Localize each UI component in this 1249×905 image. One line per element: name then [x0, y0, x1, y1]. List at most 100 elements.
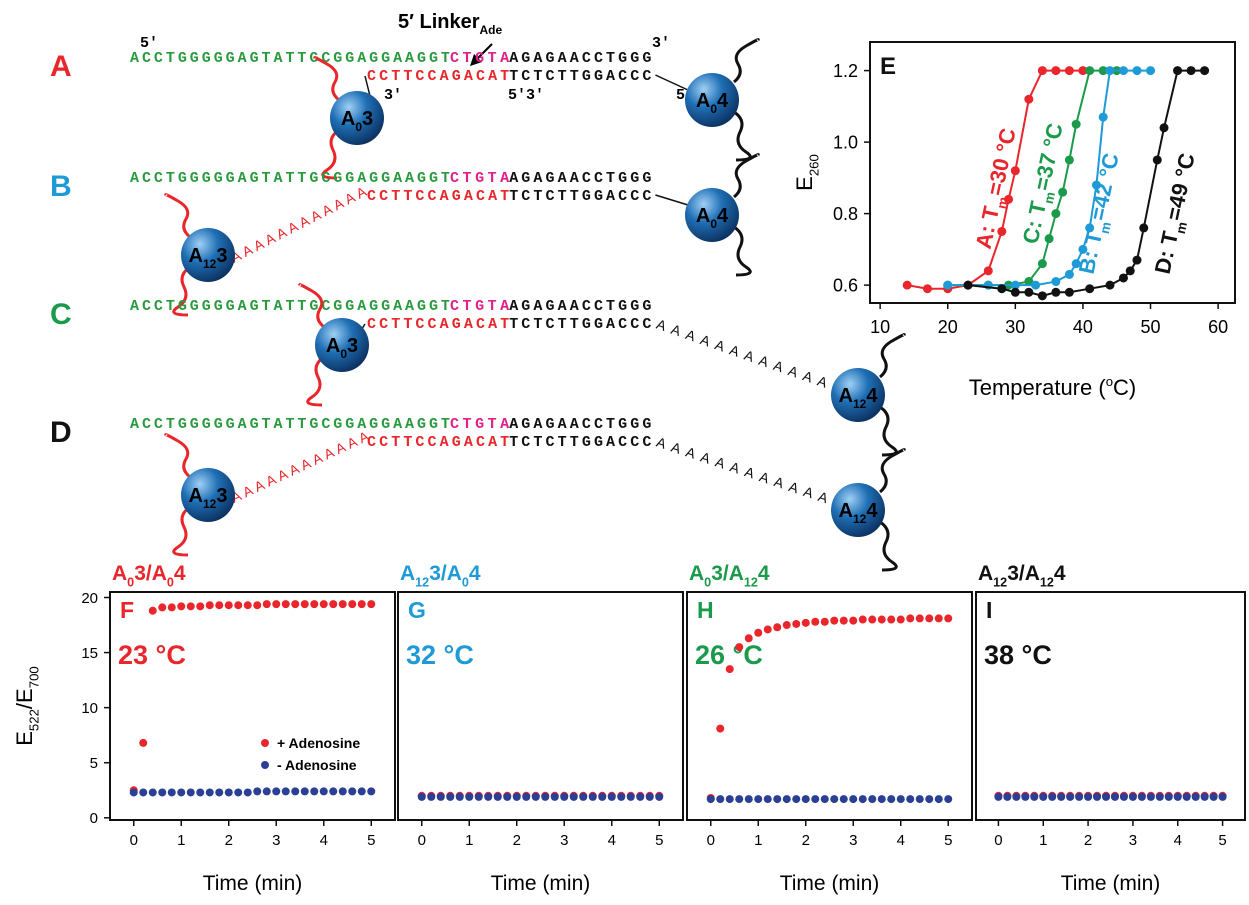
- data-point: [1209, 792, 1218, 801]
- data-point: [1098, 112, 1108, 122]
- text-part: 3: [347, 335, 358, 357]
- particle-label: A04: [696, 205, 729, 231]
- data-point: [983, 266, 993, 276]
- gold-nanoparticle: [315, 318, 369, 372]
- data-point: [1064, 155, 1074, 165]
- data-point: [272, 600, 281, 609]
- top-strand: AGAGAACCTGGG: [509, 50, 651, 67]
- data-point: [716, 724, 725, 733]
- data-point: [997, 284, 1007, 294]
- data-point: [253, 787, 262, 796]
- data-point: [716, 795, 725, 804]
- chart-title: A03/A04: [112, 562, 186, 589]
- x-tick-label: 0: [130, 832, 138, 849]
- panel-label: B: [50, 170, 72, 203]
- x-axis-label: Time (min): [203, 872, 303, 895]
- data-point: [906, 795, 915, 804]
- data-point: [215, 601, 224, 610]
- data-point: [1003, 792, 1012, 801]
- x-axis-label: Time (min): [491, 872, 591, 895]
- tether: [879, 405, 898, 457]
- data-point: [300, 600, 309, 609]
- script-text: 0: [704, 575, 711, 589]
- data-point: [1118, 273, 1128, 283]
- x-tick-label: 4: [1174, 832, 1182, 849]
- text-part: =49 °C: [1161, 151, 1200, 223]
- data-point: [1039, 792, 1048, 801]
- text-part: A: [839, 385, 853, 407]
- script-text: 0: [167, 575, 174, 589]
- text-part: Temperature (: [969, 375, 1107, 400]
- text-part: E: [792, 176, 817, 191]
- data-point: [1037, 259, 1047, 269]
- data-point: [310, 787, 319, 796]
- data-point: [1064, 287, 1074, 297]
- panel-label: A: [50, 50, 72, 83]
- text-part: =37 °C: [1029, 121, 1068, 193]
- chart-title: A123/A124: [978, 562, 1066, 589]
- data-point: [994, 792, 1003, 801]
- tether: [172, 265, 191, 317]
- text-part: 4: [866, 500, 878, 522]
- data-point: [782, 621, 791, 630]
- script-text: m: [1173, 221, 1190, 236]
- x-tick-label: 1: [1039, 832, 1047, 849]
- data-point: [1058, 187, 1068, 197]
- data-point: [1200, 66, 1210, 76]
- linker-arrow-head: [470, 54, 482, 66]
- x-tick-label: 2: [1084, 832, 1092, 849]
- tether: [306, 355, 325, 407]
- text-part: Time (min): [491, 872, 591, 895]
- script-text: m: [1097, 221, 1114, 236]
- connector: [655, 74, 689, 91]
- bottom-strand: TCTCTTGGACCC: [509, 316, 651, 333]
- script-text: 12: [744, 575, 758, 589]
- data-point: [1105, 66, 1115, 76]
- text-part: 4: [1054, 562, 1066, 585]
- data-point: [997, 226, 1007, 236]
- data-point: [820, 795, 829, 804]
- data-point: [1110, 792, 1119, 801]
- data-point: [1084, 792, 1093, 801]
- data-point: [1078, 66, 1088, 76]
- gold-nanoparticle: [330, 91, 384, 145]
- script-text: 700: [27, 666, 42, 688]
- data-point: [1155, 792, 1164, 801]
- data-point: [792, 795, 801, 804]
- tether: [164, 433, 191, 479]
- data-point: [167, 788, 176, 797]
- data-point: [849, 616, 858, 625]
- strand-end: 3′: [652, 35, 670, 52]
- text-part: A: [696, 205, 710, 227]
- data-point: [329, 787, 338, 796]
- data-point: [281, 600, 290, 609]
- particle-label: A124: [839, 500, 879, 526]
- text-part: 4: [717, 205, 729, 227]
- tether: [313, 56, 340, 102]
- data-point: [224, 601, 233, 610]
- data-point: [763, 625, 772, 634]
- data-point: [868, 795, 877, 804]
- x-tick-label: 5: [655, 832, 663, 849]
- strand-end: 5′: [140, 35, 158, 52]
- x-tick-label: 60: [1208, 317, 1228, 337]
- text-part: 4: [866, 385, 878, 407]
- data-point: [1200, 792, 1209, 801]
- text-part: 3: [216, 245, 227, 267]
- data-point: [329, 600, 338, 609]
- gold-nanoparticle: [831, 368, 885, 422]
- data-point: [1024, 94, 1034, 104]
- script-text: 12: [993, 575, 1007, 589]
- data-point: [186, 602, 195, 611]
- data-point: [357, 787, 366, 796]
- data-point: [1051, 66, 1061, 76]
- data-point: [569, 792, 578, 801]
- bottom-strand: TCTCTTGGACCC: [509, 188, 651, 205]
- script-text: 260: [807, 154, 822, 176]
- data-point: [1132, 66, 1142, 76]
- x-tick-label: 20: [938, 317, 958, 337]
- data-point: [934, 795, 943, 804]
- data-point: [541, 792, 550, 801]
- plot-frame: [869, 41, 1236, 304]
- data-point: [811, 617, 820, 626]
